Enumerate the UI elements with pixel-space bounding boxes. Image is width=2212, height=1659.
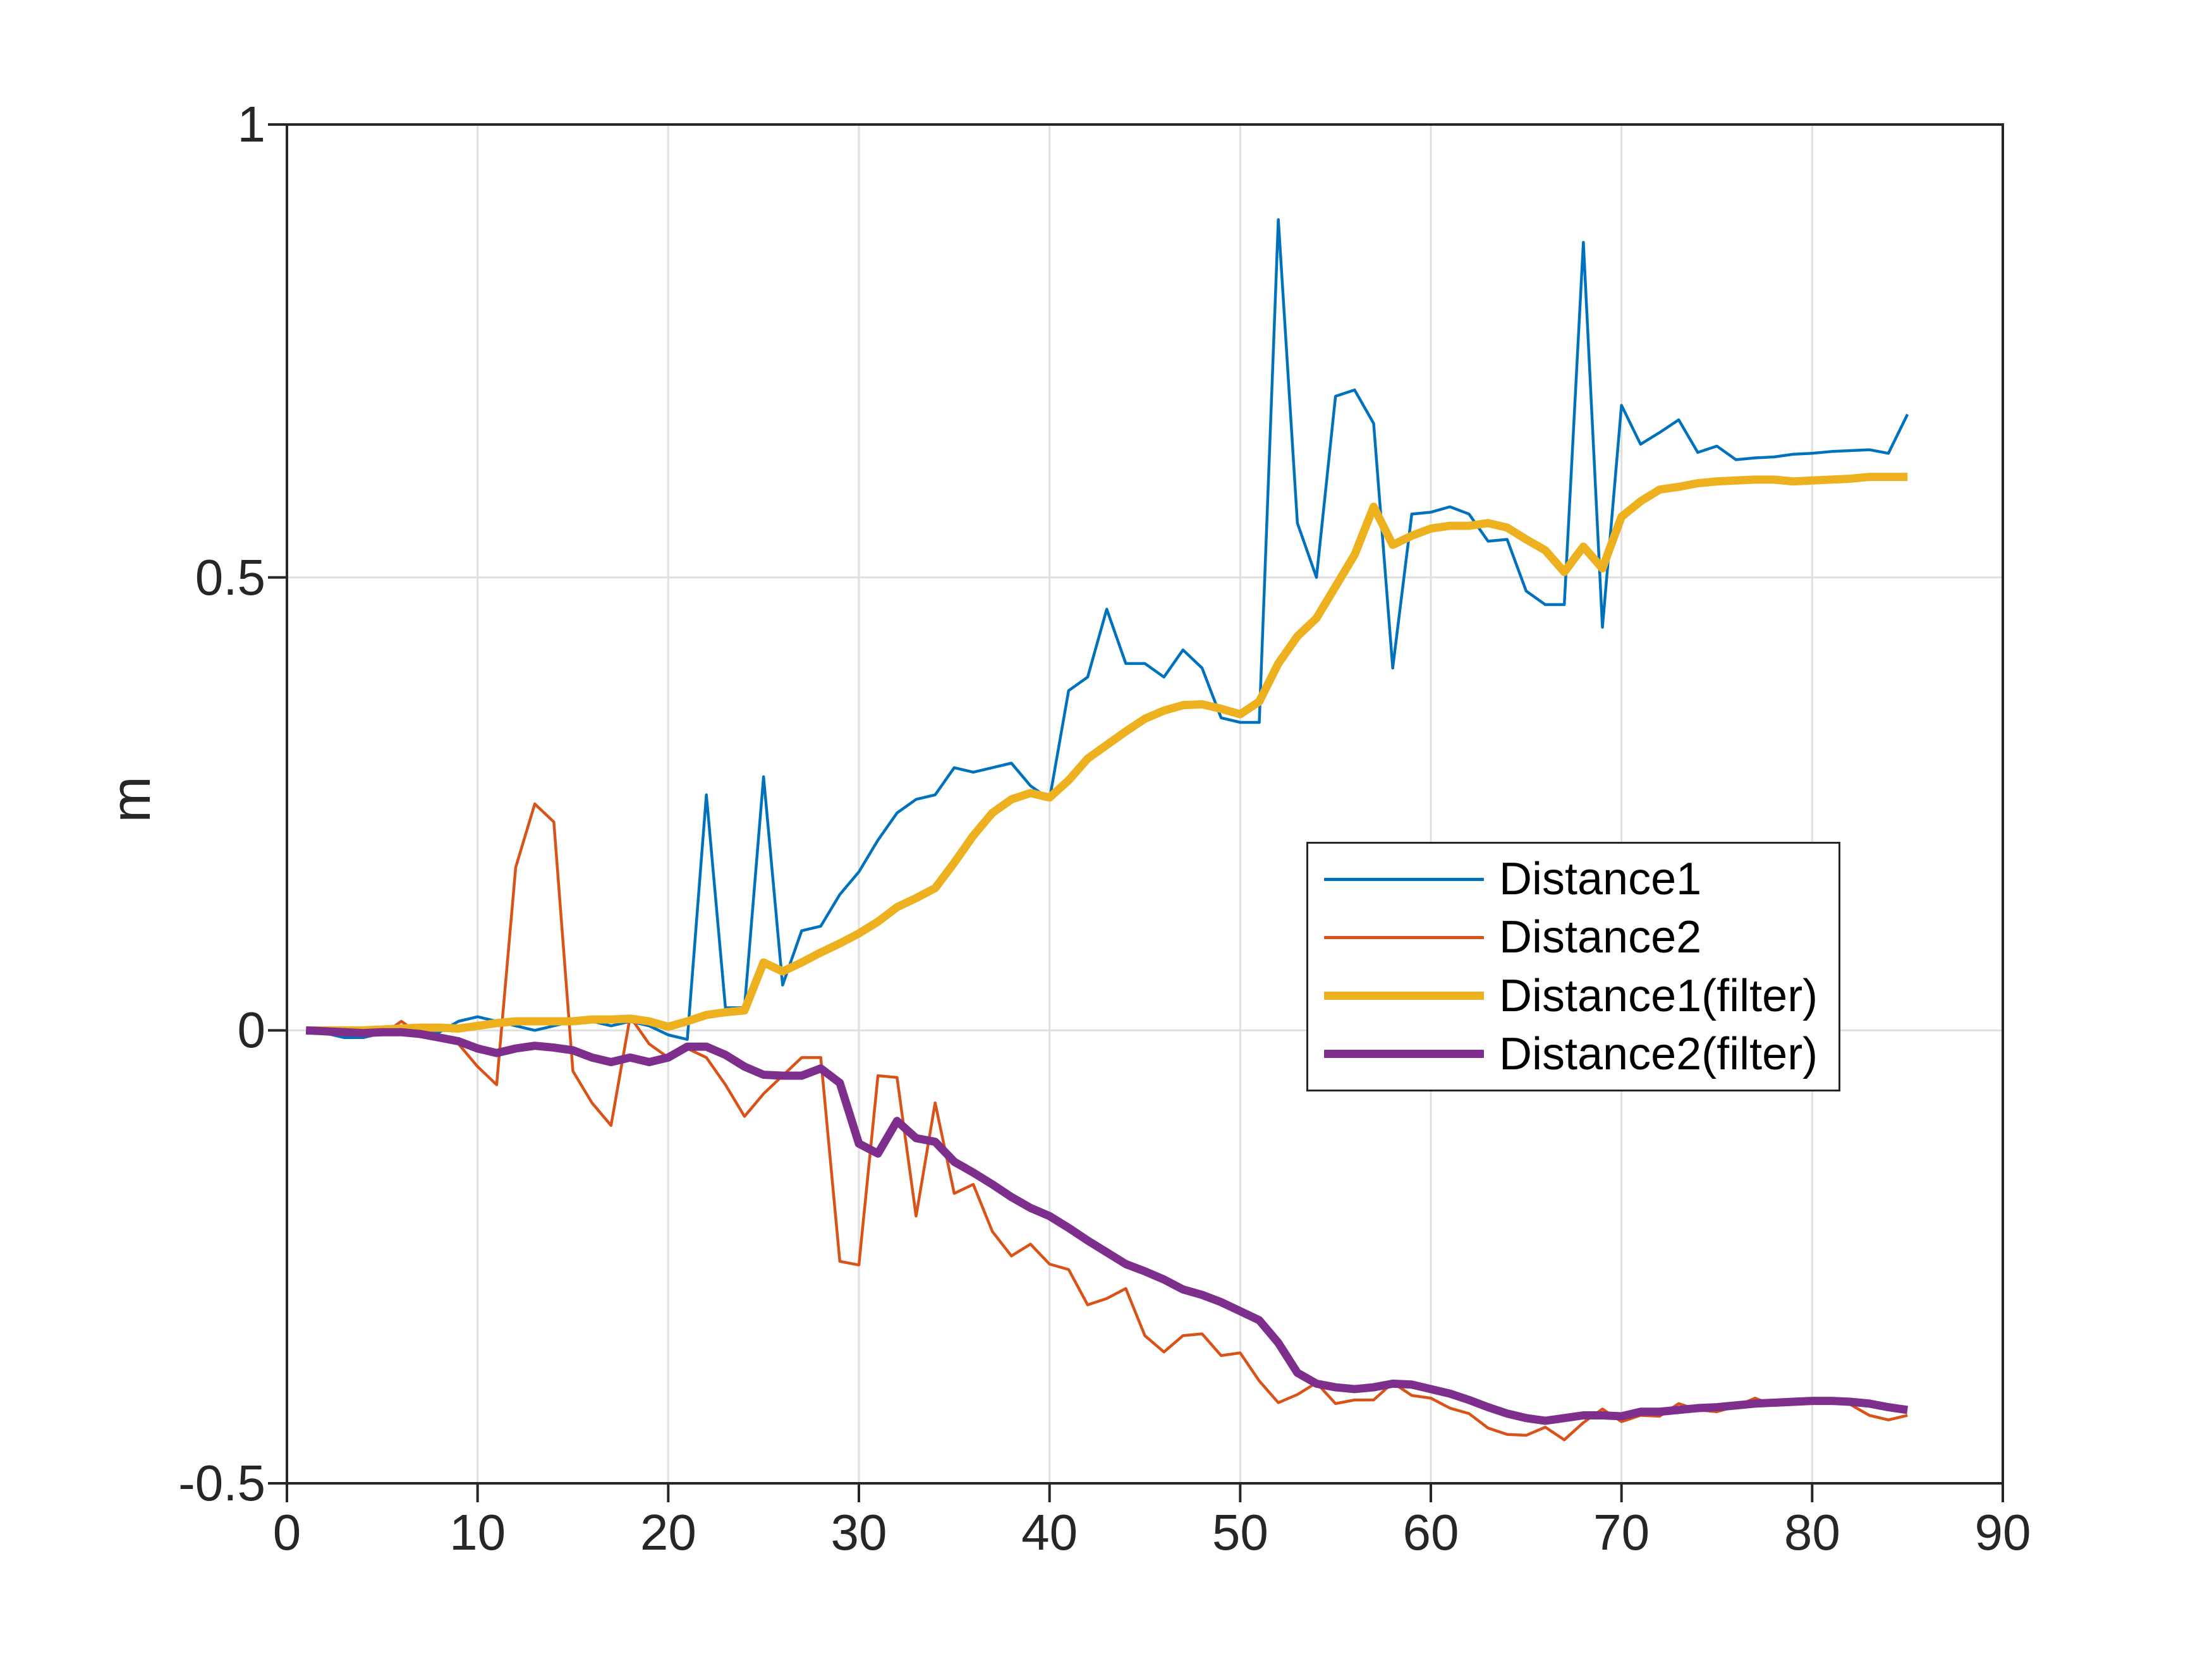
x-tick-label-80: 80 <box>1784 1504 1840 1560</box>
y-axis-label: m <box>99 776 162 823</box>
distance2-filter-line-sample <box>1324 1050 1484 1059</box>
distance1-filter-line-sample <box>1324 992 1484 1000</box>
legend-label-distance1-filter: Distance1(filter) <box>1499 970 1818 1021</box>
legend: Distance1 Distance2 Distance1(filter) Di… <box>1306 842 1840 1091</box>
x-tick-label-20: 20 <box>640 1504 696 1560</box>
x-tick-label-40: 40 <box>1021 1504 1078 1560</box>
legend-row-distance2-filter: Distance2(filter) <box>1308 1025 1838 1083</box>
legend-row-distance2: Distance2 <box>1308 908 1838 966</box>
distance2-line-sample <box>1324 935 1484 939</box>
series-line-distance1-filter- <box>306 473 1908 1035</box>
x-tick-label-30: 30 <box>830 1504 887 1560</box>
y-tick-label--0.5: -0.5 <box>178 1455 265 1511</box>
y-tick-label-1: 1 <box>237 96 266 152</box>
legend-label-distance2-filter: Distance2(filter) <box>1499 1028 1818 1079</box>
legend-label-distance2: Distance2 <box>1499 912 1702 963</box>
x-tick-label-60: 60 <box>1402 1504 1459 1560</box>
legend-row-distance1: Distance1 <box>1308 850 1838 908</box>
legend-label-distance1: Distance1 <box>1499 854 1702 905</box>
x-tick-label-10: 10 <box>449 1504 506 1560</box>
y-tick-label-0: 0 <box>237 1002 266 1059</box>
series-line-distance2-filter- <box>305 1026 1909 1425</box>
x-tick-label-0: 0 <box>272 1504 301 1560</box>
x-tick-label-50: 50 <box>1212 1504 1268 1560</box>
series-group <box>305 218 1909 1442</box>
x-tick-label-90: 90 <box>1974 1504 2031 1560</box>
legend-row-distance1-filter: Distance1(filter) <box>1308 967 1838 1025</box>
x-tick-label-70: 70 <box>1593 1504 1650 1560</box>
axes-box-border <box>286 123 2004 1485</box>
y-tick-label-0.5: 0.5 <box>195 549 265 605</box>
distance1-line-sample <box>1324 877 1484 881</box>
